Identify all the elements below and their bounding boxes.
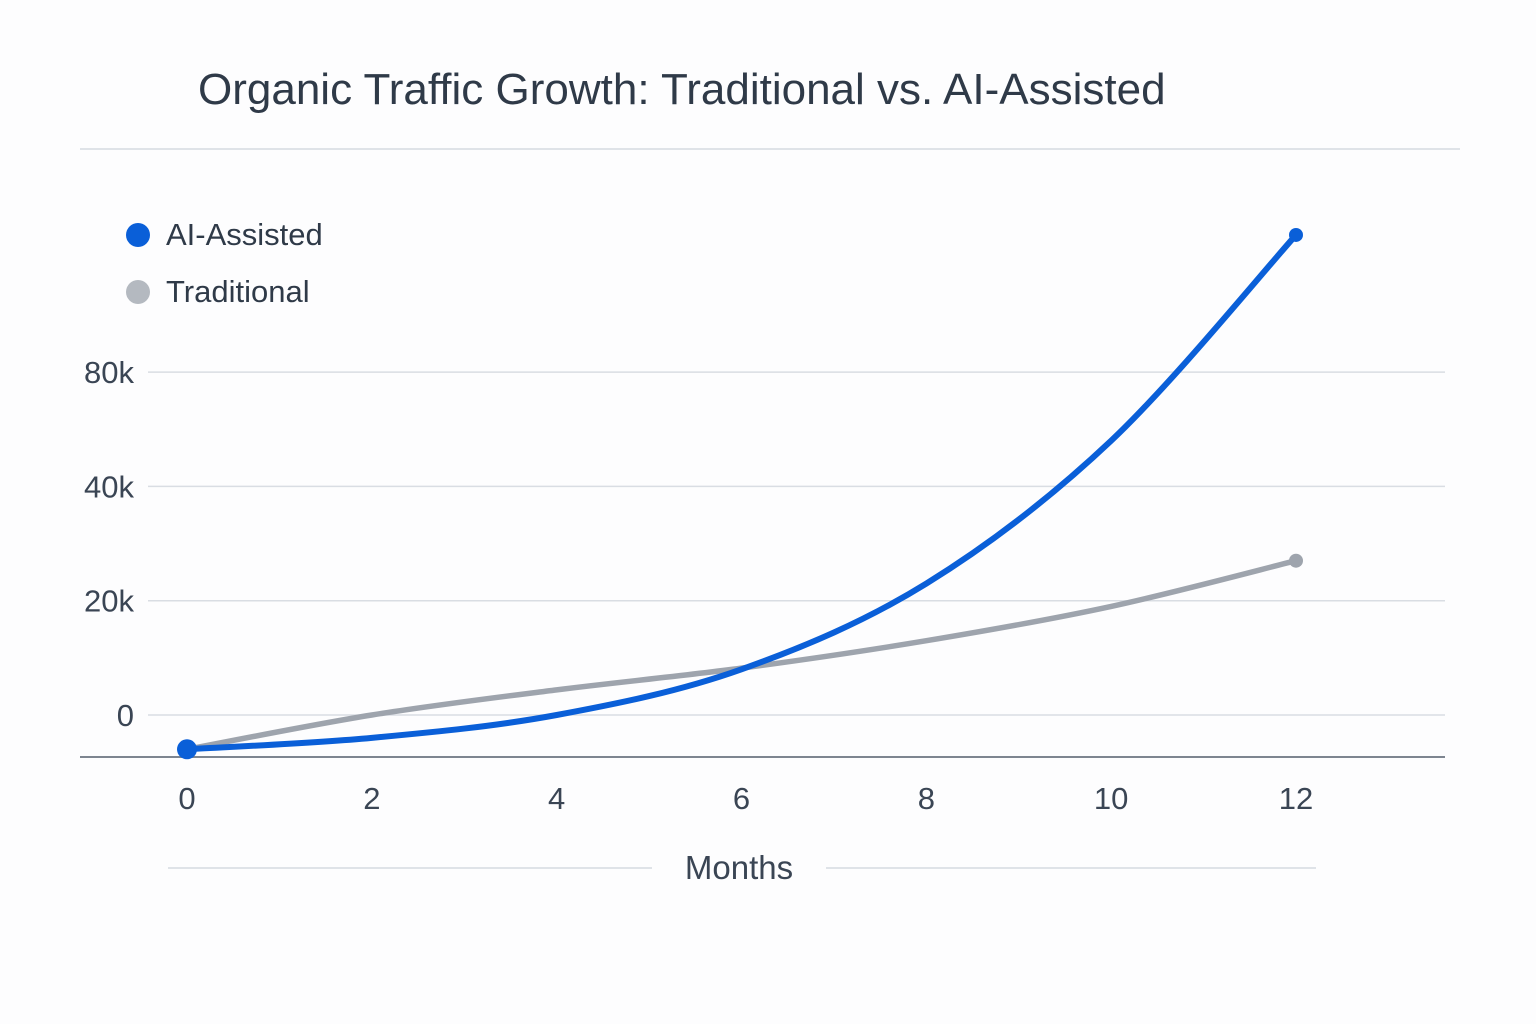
x-tick-label: 2 [363, 781, 380, 816]
legend-marker-traditional [126, 280, 150, 304]
x-axis-ticks: 0 2 4 6 8 10 12 [178, 781, 1313, 816]
y-tick-label: 0 [117, 698, 134, 733]
end-point-ai-assisted [1289, 227, 1303, 242]
legend-marker-ai-assisted [126, 223, 150, 247]
gridlines [148, 371, 1445, 716]
x-tick-label: 12 [1279, 781, 1313, 816]
y-tick-label: 20k [84, 584, 134, 619]
x-axis-label: Months [685, 849, 793, 886]
end-point-traditional [1289, 553, 1303, 568]
series-line-ai-assisted [184, 231, 1299, 753]
y-tick-label: 40k [84, 469, 134, 504]
x-tick-label: 8 [918, 781, 935, 816]
x-tick-label: 10 [1094, 781, 1128, 816]
x-tick-label: 0 [178, 781, 195, 816]
y-axis-ticks: 0 20k 40k 80k [84, 355, 134, 733]
legend-label-traditional: Traditional [166, 274, 310, 309]
y-tick-label: 80k [84, 355, 134, 390]
chart-title: Organic Traffic Growth: Traditional vs. … [198, 65, 1166, 114]
x-tick-label: 6 [733, 781, 750, 816]
x-tick-label: 4 [548, 781, 565, 816]
series-lines [177, 227, 1303, 760]
legend-label-ai-assisted: AI-Assisted [166, 217, 323, 252]
series-line-traditional [184, 557, 1299, 753]
legend: AI-Assisted Traditional [126, 217, 323, 309]
start-point-ai-assisted [177, 739, 197, 760]
